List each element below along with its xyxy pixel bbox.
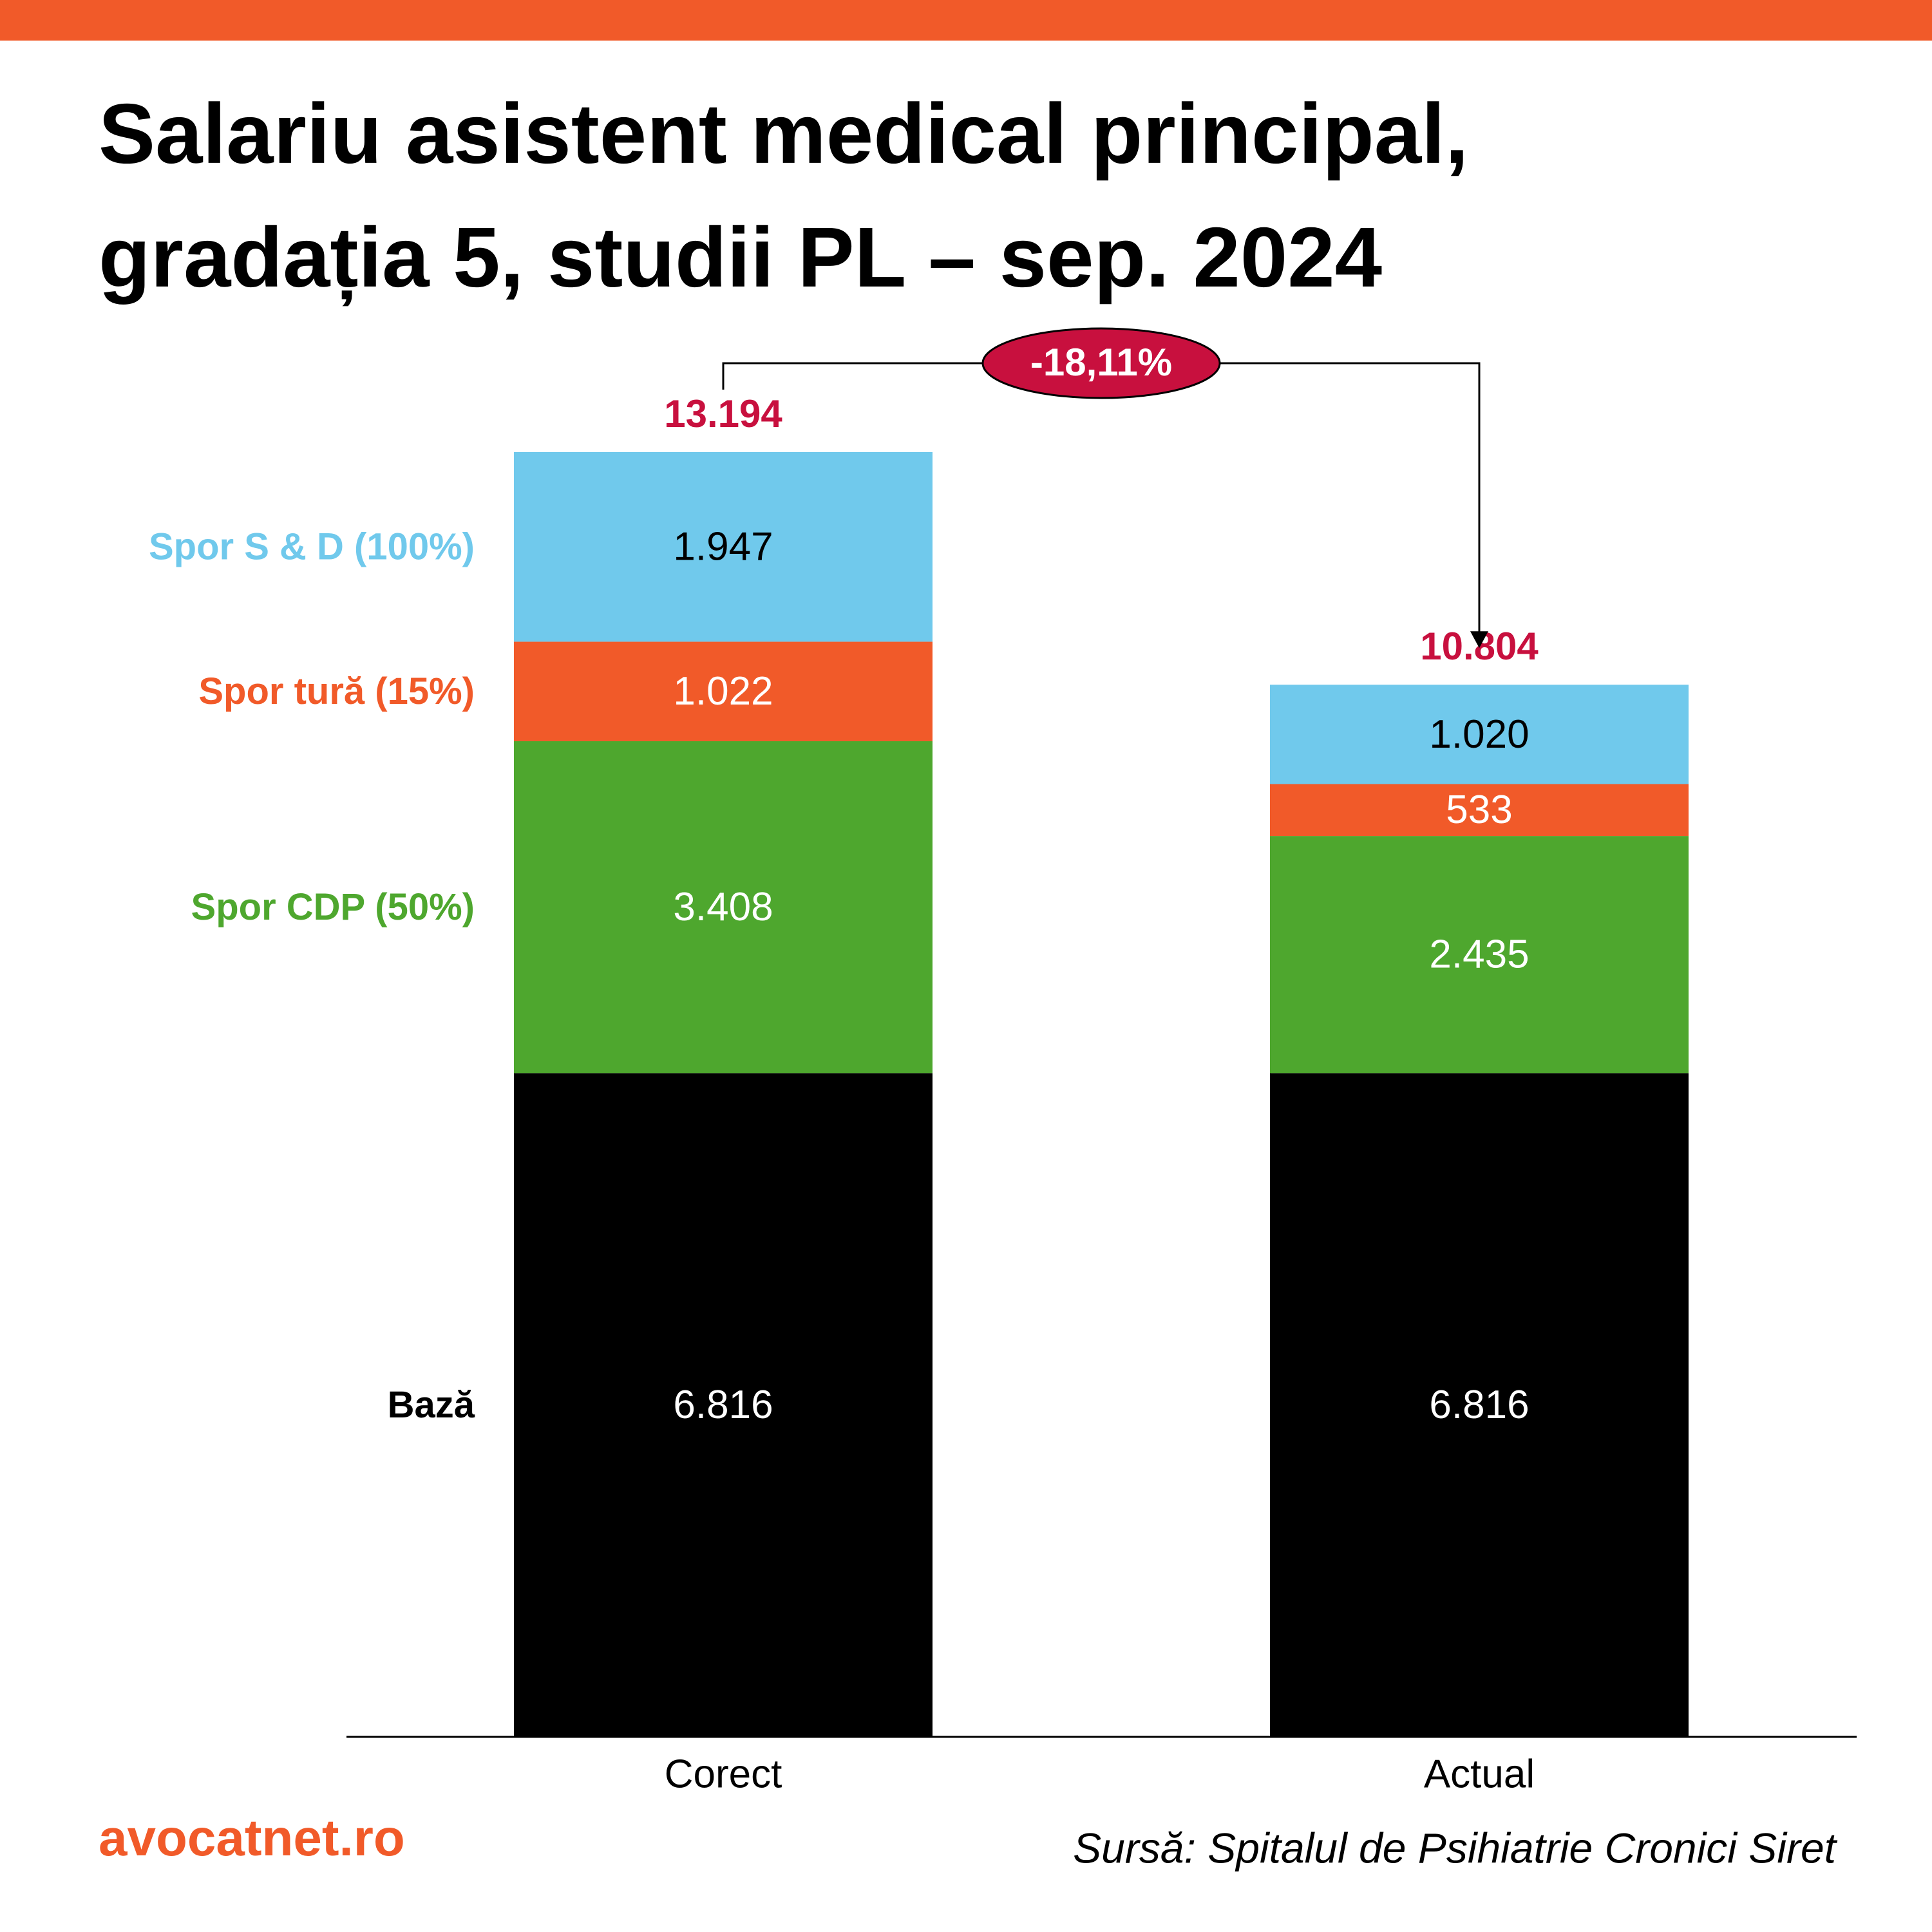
change-label: -18,11% xyxy=(1030,341,1172,384)
arrow-head xyxy=(1470,631,1488,649)
value-label: 6.816 xyxy=(673,1383,773,1427)
value-label: 6.816 xyxy=(1429,1383,1529,1427)
bar-segment xyxy=(1270,685,1689,784)
value-label: 3.408 xyxy=(673,885,773,929)
value-label: 1.020 xyxy=(1429,712,1529,757)
source: Sursă: Spitalul de Psihiatrie Cronici Si… xyxy=(1073,1824,1838,1871)
legend-label: Spor S & D (100%) xyxy=(149,526,475,568)
legend-label: Spor tură (15%) xyxy=(198,670,475,712)
legend-label: Bază xyxy=(388,1384,475,1426)
bar-segment xyxy=(514,741,933,1074)
value-label: 1.022 xyxy=(673,669,773,714)
bar-segment xyxy=(514,641,933,741)
bar-segment xyxy=(1270,836,1689,1074)
total-label: 13.194 xyxy=(664,392,782,435)
value-label: 2.435 xyxy=(1429,933,1529,977)
value-label: 533 xyxy=(1446,788,1512,832)
legend-label: Spor CDP (50%) xyxy=(191,886,475,928)
value-label: 1.947 xyxy=(673,525,773,569)
bar-segment xyxy=(1270,1073,1689,1737)
brand: avocatnet.ro xyxy=(99,1809,405,1866)
bar-segment xyxy=(514,452,933,642)
chart-title: Salariu asistent medical principal, xyxy=(99,86,1468,181)
category-label: Corect xyxy=(665,1752,782,1796)
top-stripe xyxy=(0,0,1932,41)
change-badge xyxy=(981,327,1221,399)
bar-segment xyxy=(1270,784,1689,837)
bar-segment xyxy=(514,1073,933,1737)
chart-title: gradația 5, studii PL – sep. 2024 xyxy=(99,210,1382,307)
category-label: Actual xyxy=(1424,1752,1535,1796)
